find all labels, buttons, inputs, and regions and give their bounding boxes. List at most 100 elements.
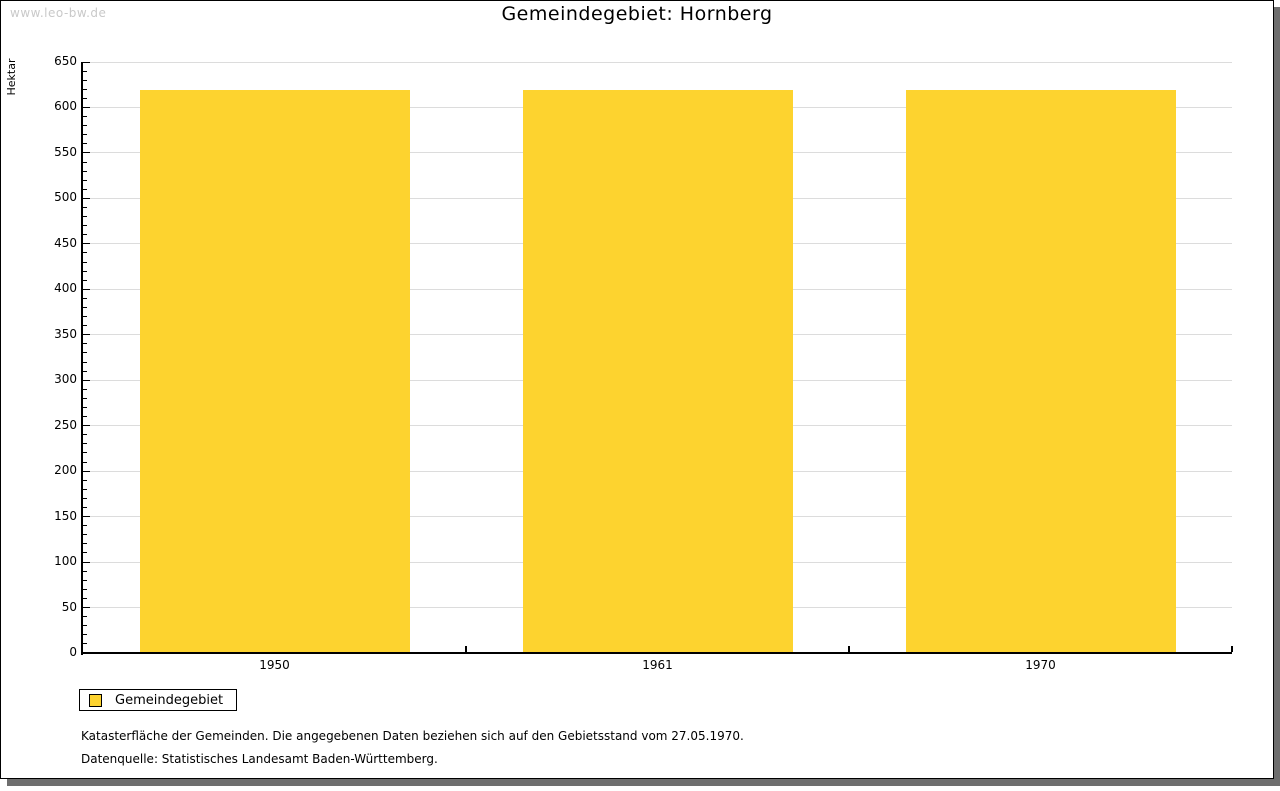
x-category-label: 1970: [1025, 658, 1056, 672]
y-minor-tick: [83, 370, 87, 372]
y-tick-label: 550: [54, 144, 77, 159]
y-tick-label: 650: [54, 54, 77, 68]
y-minor-tick: [83, 434, 87, 436]
y-tick-label: 400: [54, 281, 77, 296]
y-minor-tick: [83, 552, 87, 554]
y-tick-label: 500: [54, 190, 77, 205]
y-minor-tick: [83, 125, 87, 127]
x-boundary-tick: [1231, 646, 1233, 652]
y-minor-tick: [83, 543, 87, 545]
y-minor-tick: [83, 134, 87, 136]
y-tick-label: 200: [54, 463, 77, 478]
y-minor-tick: [83, 352, 87, 354]
y-major-tick: [83, 379, 90, 381]
y-minor-tick: [83, 616, 87, 618]
y-major-tick: [83, 425, 90, 427]
y-minor-tick: [83, 206, 87, 208]
y-minor-tick: [83, 588, 87, 590]
y-minor-tick: [83, 497, 87, 499]
y-minor-tick: [83, 570, 87, 572]
y-minor-tick: [83, 361, 87, 363]
plot-area: 0 50 100 150 200 250 300 350 400 450 500 550 600 650 1…: [1, 1, 1273, 778]
y-minor-tick: [83, 325, 87, 327]
x-boundary-tick: [465, 646, 467, 652]
x-axis-line: [81, 652, 1232, 654]
y-minor-tick: [83, 179, 87, 181]
y-major-tick: [83, 152, 90, 154]
y-major-tick: [83, 607, 90, 609]
y-axis-line: [81, 62, 83, 655]
x-category-label: 1950: [259, 658, 290, 672]
y-major-tick: [83, 243, 90, 245]
y-minor-tick: [83, 170, 87, 172]
footnote-description: Katasterfläche der Gemeinden. Die angege…: [81, 729, 744, 743]
y-minor-tick: [83, 534, 87, 536]
legend-swatch: [89, 693, 102, 707]
y-major-tick: [83, 61, 90, 63]
y-minor-tick: [83, 525, 87, 527]
y-major-tick: [83, 470, 90, 472]
y-minor-tick: [83, 443, 87, 445]
y-minor-tick: [83, 143, 87, 145]
legend: Gemeindegebiet: [79, 689, 238, 711]
y-minor-tick: [83, 407, 87, 408]
watermark: www.leo-bw.de: [10, 6, 107, 20]
y-minor-tick: [83, 416, 87, 418]
y-tick-label: 50: [61, 599, 77, 614]
y-minor-tick: [83, 79, 87, 81]
y-minor-tick: [83, 270, 87, 272]
y-minor-tick: [83, 70, 87, 72]
x-boundary-tick: [848, 646, 850, 652]
y-minor-tick: [83, 88, 87, 90]
y-tick-label: 600: [54, 99, 77, 114]
y-major-tick: [83, 334, 90, 336]
y-tick-label: 300: [54, 372, 77, 387]
y-minor-tick: [83, 388, 87, 390]
y-minor-tick: [83, 343, 87, 345]
y-major-tick: [83, 516, 90, 518]
bar-1961: [522, 90, 793, 653]
y-tick-label: 350: [54, 326, 77, 341]
y-minor-tick: [83, 643, 87, 645]
y-minor-tick: [83, 634, 87, 636]
y-major-tick: [83, 106, 90, 108]
y-minor-tick: [83, 188, 87, 190]
y-major-tick: [83, 288, 90, 290]
y-tick-label: 450: [54, 235, 77, 250]
bar-1970: [905, 90, 1176, 653]
y-major-tick: [83, 561, 90, 563]
y-minor-tick: [83, 397, 87, 399]
y-minor-tick: [83, 479, 87, 481]
y-minor-tick: [83, 461, 87, 463]
y-minor-tick: [83, 234, 87, 236]
y-minor-tick: [83, 216, 87, 218]
y-minor-tick: [83, 488, 87, 490]
y-minor-tick: [83, 452, 87, 454]
y-minor-tick: [83, 252, 87, 254]
y-minor-tick: [83, 116, 87, 118]
y-minor-tick: [83, 597, 87, 599]
y-minor-tick: [83, 625, 87, 627]
y-tick-label: 250: [54, 417, 77, 432]
y-minor-tick: [83, 225, 87, 227]
y-minor-tick: [83, 279, 87, 281]
y-minor-tick: [83, 579, 87, 581]
y-minor-tick: [83, 161, 87, 163]
bar-1950: [139, 90, 410, 653]
y-tick-label: 100: [54, 554, 77, 569]
footnote-source: Datenquelle: Statistisches Landesamt Bad…: [81, 752, 438, 766]
legend-label: Gemeindegebiet: [115, 692, 224, 708]
y-minor-tick: [83, 97, 87, 99]
y-tick-label: 0: [69, 645, 77, 659]
y-major-tick: [83, 197, 90, 199]
chart-title: Gemeindegebiet: Hornberg: [501, 3, 773, 25]
gridline: [83, 61, 1232, 63]
y-minor-tick: [83, 507, 87, 509]
x-category-label: 1961: [642, 658, 673, 672]
y-minor-tick: [83, 306, 87, 308]
y-tick-label: 150: [54, 508, 77, 523]
y-minor-tick: [83, 297, 87, 299]
y-minor-tick: [83, 316, 87, 318]
y-minor-tick: [83, 261, 87, 263]
